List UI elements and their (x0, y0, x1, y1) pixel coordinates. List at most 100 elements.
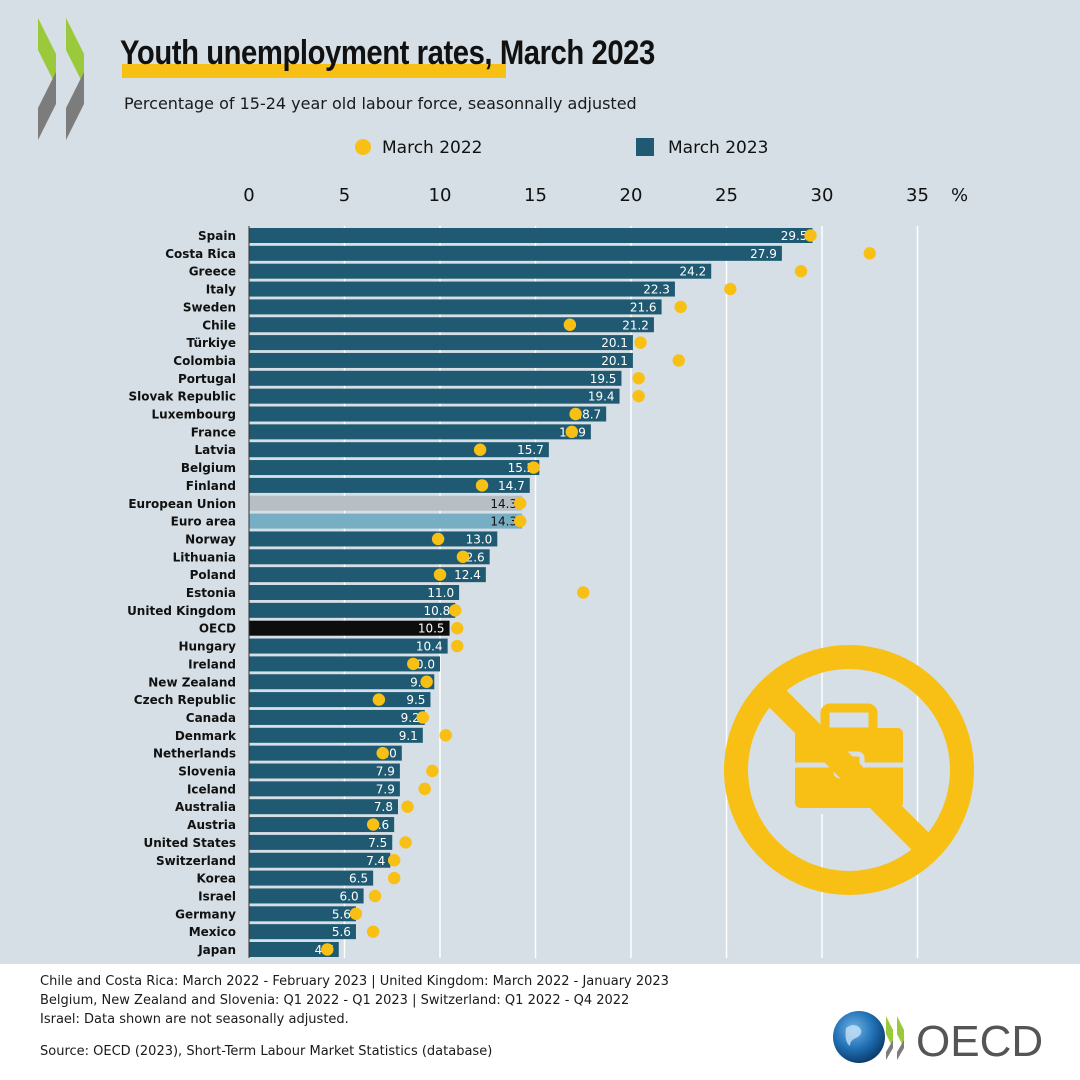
bar-lithuania (249, 549, 490, 565)
category-label-chile: Chile (202, 318, 236, 332)
x-axis-ticks: 0 5 10 15 20 25 30 35 (243, 185, 929, 206)
category-label-poland: Poland (190, 568, 236, 582)
dot-march-2022-finland (475, 479, 489, 492)
category-label-israel: Israel (198, 889, 236, 903)
value-label-korea: 6.5 (349, 872, 368, 886)
dot-march-2022-slovenia (426, 764, 439, 778)
category-label-colombia: Colombia (173, 354, 236, 368)
bar-austria (249, 817, 395, 833)
value-label-turkiye: 20.1 (601, 336, 628, 350)
bar-czech-republic (249, 692, 431, 708)
legend-dot-march-2022 (355, 139, 371, 155)
dot-march-2022-denmark (439, 729, 452, 742)
category-label-estonia: Estonia (186, 586, 236, 600)
dot-march-2022-israel (368, 889, 382, 903)
bar-finland (249, 477, 530, 493)
bar-slovak-republic (249, 388, 620, 404)
category-label-netherlands: Netherlands (153, 747, 236, 761)
category-label-united-kingdom: United Kingdom (127, 604, 236, 618)
dot-march-2022-iceland (418, 782, 431, 796)
bar-australia (249, 799, 398, 815)
dot-march-2022-luxembourg (569, 407, 582, 421)
x-tick-label-20: 20 (620, 185, 643, 206)
bar-hungary (249, 638, 448, 654)
category-label-portugal: Portugal (178, 372, 236, 386)
legend-label-march-2023: March 2023 (668, 138, 769, 158)
category-label-euro-area: Euro area (171, 515, 236, 529)
bar-switzerland (249, 852, 391, 868)
bar-united-kingdom (249, 602, 456, 618)
category-label-belgium: Belgium (181, 461, 236, 475)
dot-march-2022-lithuania (456, 550, 470, 563)
value-label-slovenia: 7.9 (376, 765, 395, 779)
bar-oecd (249, 620, 450, 636)
category-label-austria: Austria (187, 818, 236, 832)
value-label-oecd: 10.5 (418, 622, 445, 636)
bar-slovenia (249, 763, 400, 779)
globe-icon (833, 1011, 885, 1063)
dot-march-2022-united-states (399, 836, 412, 849)
dot-march-2022-portugal (632, 372, 645, 385)
no-briefcase-icon (724, 645, 974, 895)
dot-march-2022-turkiye (634, 336, 647, 349)
bar-france (249, 424, 591, 440)
category-label-japan: Japan (197, 943, 236, 957)
value-label-italy: 22.3 (643, 283, 670, 297)
dot-march-2022-oecd (450, 622, 464, 635)
dot-march-2022-czech-republic (372, 693, 386, 706)
category-label-france: France (191, 425, 236, 439)
value-label-canada: 9.2 (401, 711, 420, 725)
category-label-germany: Germany (175, 907, 236, 921)
value-label-mexico: 5.6 (332, 925, 351, 939)
bar-estonia (249, 585, 460, 600)
legend-label-march-2022: March 2022 (382, 138, 483, 158)
value-label-portugal: 19.5 (590, 372, 617, 386)
value-label-european-union: 14.3 (490, 497, 517, 511)
bar-united-states (249, 834, 393, 850)
x-tick-label-30: 30 (811, 185, 834, 206)
dot-march-2022-switzerland (387, 854, 401, 867)
bar-spain (249, 228, 813, 243)
dot-march-2022-new-zealand (420, 675, 433, 688)
dot-march-2022-germany (349, 907, 363, 920)
dot-march-2022-australia (401, 800, 414, 813)
bar-belgium (249, 460, 540, 476)
dot-march-2022-estonia (577, 586, 590, 599)
value-label-euro-area: 14.3 (490, 515, 517, 529)
bar-korea (249, 870, 374, 886)
bar-ireland (249, 656, 440, 672)
value-label-switzerland: 7.4 (366, 854, 385, 868)
bar-israel (249, 888, 364, 904)
dot-march-2022-hungary (450, 639, 464, 653)
category-label-luxembourg: Luxembourg (152, 408, 236, 422)
bar-costa-rica (249, 245, 782, 261)
value-label-colombia: 20.1 (601, 354, 628, 368)
dot-march-2022-norway (431, 532, 445, 546)
bar-netherlands (249, 745, 402, 761)
bar-latvia (249, 442, 549, 458)
category-label-oecd: OECD (199, 622, 236, 636)
category-label-czech-republic: Czech Republic (134, 693, 236, 707)
footnote-3: Israel: Data shown are not seasonally ad… (40, 1012, 349, 1027)
value-label-estonia: 11.0 (427, 586, 454, 600)
dot-march-2022-poland (433, 568, 447, 581)
bar-japan (249, 942, 339, 957)
dot-march-2022-sweden (674, 300, 687, 314)
category-label-hungary: Hungary (178, 640, 236, 654)
value-label-finland: 14.7 (498, 479, 525, 493)
dot-march-2022-mexico (366, 925, 380, 938)
dot-march-2022-france (565, 425, 578, 439)
value-label-united-kingdom: 10.8 (424, 604, 451, 618)
oecd-chevron-logo-icon (38, 18, 84, 140)
bar-mexico (249, 924, 356, 940)
category-label-mexico: Mexico (189, 925, 236, 939)
dot-march-2022-korea (387, 871, 401, 885)
dot-march-2022-slovak-republic (632, 389, 645, 403)
category-label-denmark: Denmark (175, 729, 237, 743)
footnote-1: Chile and Costa Rica: March 2022 - Febru… (40, 974, 669, 989)
value-label-iceland: 7.9 (376, 782, 395, 796)
value-label-poland: 12.4 (454, 568, 481, 582)
value-label-slovak-republic: 19.4 (588, 390, 615, 404)
category-label-ireland: Ireland (188, 657, 236, 671)
category-label-lithuania: Lithuania (173, 550, 236, 564)
